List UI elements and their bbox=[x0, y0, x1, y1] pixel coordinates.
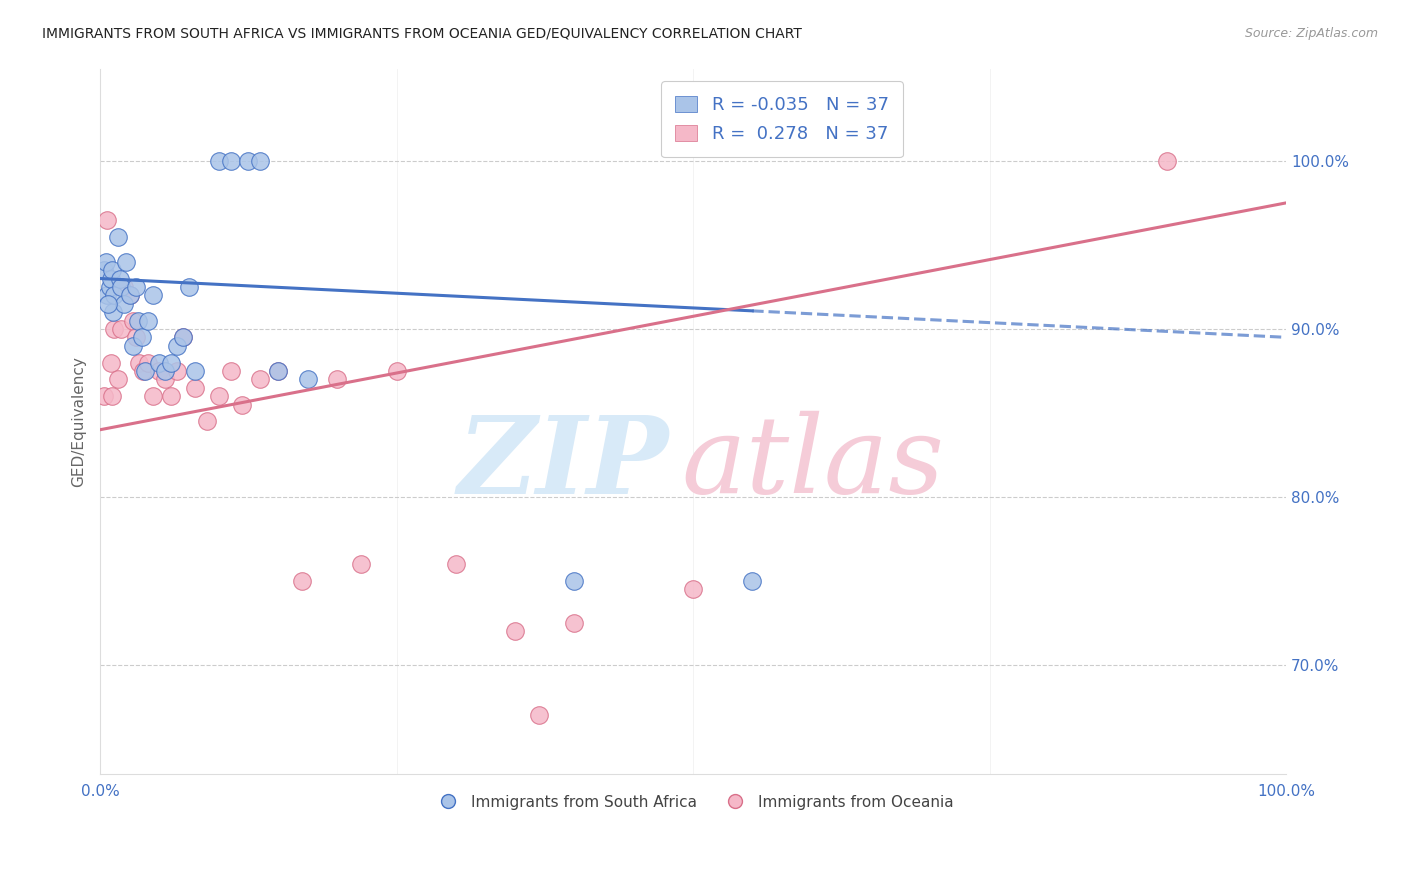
Point bbox=[195, 414, 218, 428]
Point bbox=[112, 296, 135, 310]
Point bbox=[564, 615, 586, 630]
Point bbox=[148, 355, 170, 369]
Point bbox=[96, 288, 118, 302]
Point bbox=[564, 574, 586, 588]
Point bbox=[98, 280, 121, 294]
Point bbox=[208, 389, 231, 403]
Point bbox=[118, 288, 141, 302]
Point bbox=[142, 288, 165, 302]
Point bbox=[93, 263, 115, 277]
Point bbox=[267, 364, 290, 378]
Point bbox=[172, 330, 194, 344]
Point bbox=[112, 280, 135, 294]
Text: IMMIGRANTS FROM SOUTH AFRICA VS IMMIGRANTS FROM OCEANIA GED/EQUIVALENCY CORRELAT: IMMIGRANTS FROM SOUTH AFRICA VS IMMIGRAN… bbox=[42, 27, 801, 41]
Point bbox=[136, 355, 159, 369]
Point bbox=[326, 372, 349, 386]
Text: Source: ZipAtlas.com: Source: ZipAtlas.com bbox=[1244, 27, 1378, 40]
Text: ZIP: ZIP bbox=[458, 410, 669, 516]
Point bbox=[97, 296, 120, 310]
Point bbox=[107, 229, 129, 244]
Point bbox=[208, 153, 231, 168]
Point bbox=[131, 330, 153, 344]
Point bbox=[527, 708, 550, 723]
Point bbox=[160, 355, 183, 369]
Point bbox=[101, 389, 124, 403]
Point bbox=[110, 280, 132, 294]
Point bbox=[166, 364, 188, 378]
Point bbox=[96, 212, 118, 227]
Point bbox=[127, 313, 149, 327]
Point bbox=[385, 364, 408, 378]
Point bbox=[166, 339, 188, 353]
Point bbox=[231, 397, 253, 411]
Point bbox=[297, 372, 319, 386]
Point bbox=[103, 288, 125, 302]
Point bbox=[682, 582, 704, 597]
Point bbox=[103, 322, 125, 336]
Point bbox=[184, 364, 207, 378]
Point bbox=[128, 355, 150, 369]
Point bbox=[100, 355, 122, 369]
Point bbox=[125, 330, 148, 344]
Point bbox=[101, 305, 124, 319]
Point bbox=[1156, 153, 1178, 168]
Legend: Immigrants from South Africa, Immigrants from Oceania: Immigrants from South Africa, Immigrants… bbox=[426, 789, 960, 816]
Y-axis label: GED/Equivalency: GED/Equivalency bbox=[72, 356, 86, 487]
Point bbox=[172, 330, 194, 344]
Point bbox=[142, 389, 165, 403]
Point bbox=[503, 624, 526, 639]
Point bbox=[122, 313, 145, 327]
Point bbox=[101, 263, 124, 277]
Point bbox=[444, 557, 467, 571]
Point bbox=[122, 339, 145, 353]
Point bbox=[110, 322, 132, 336]
Point bbox=[238, 153, 260, 168]
Point bbox=[219, 153, 242, 168]
Point bbox=[219, 364, 242, 378]
Point bbox=[118, 288, 141, 302]
Point bbox=[115, 254, 138, 268]
Point bbox=[249, 372, 271, 386]
Point bbox=[155, 372, 177, 386]
Point bbox=[249, 153, 271, 168]
Point bbox=[110, 271, 132, 285]
Point bbox=[184, 381, 207, 395]
Point bbox=[177, 280, 200, 294]
Point bbox=[107, 372, 129, 386]
Point bbox=[93, 389, 115, 403]
Point bbox=[350, 557, 373, 571]
Point bbox=[291, 574, 314, 588]
Point bbox=[132, 364, 155, 378]
Point bbox=[134, 364, 156, 378]
Point bbox=[100, 271, 122, 285]
Point bbox=[136, 313, 159, 327]
Point bbox=[160, 389, 183, 403]
Point bbox=[94, 254, 117, 268]
Point bbox=[148, 364, 170, 378]
Point bbox=[125, 280, 148, 294]
Point bbox=[741, 574, 763, 588]
Point bbox=[155, 364, 177, 378]
Point bbox=[267, 364, 290, 378]
Text: atlas: atlas bbox=[681, 411, 945, 516]
